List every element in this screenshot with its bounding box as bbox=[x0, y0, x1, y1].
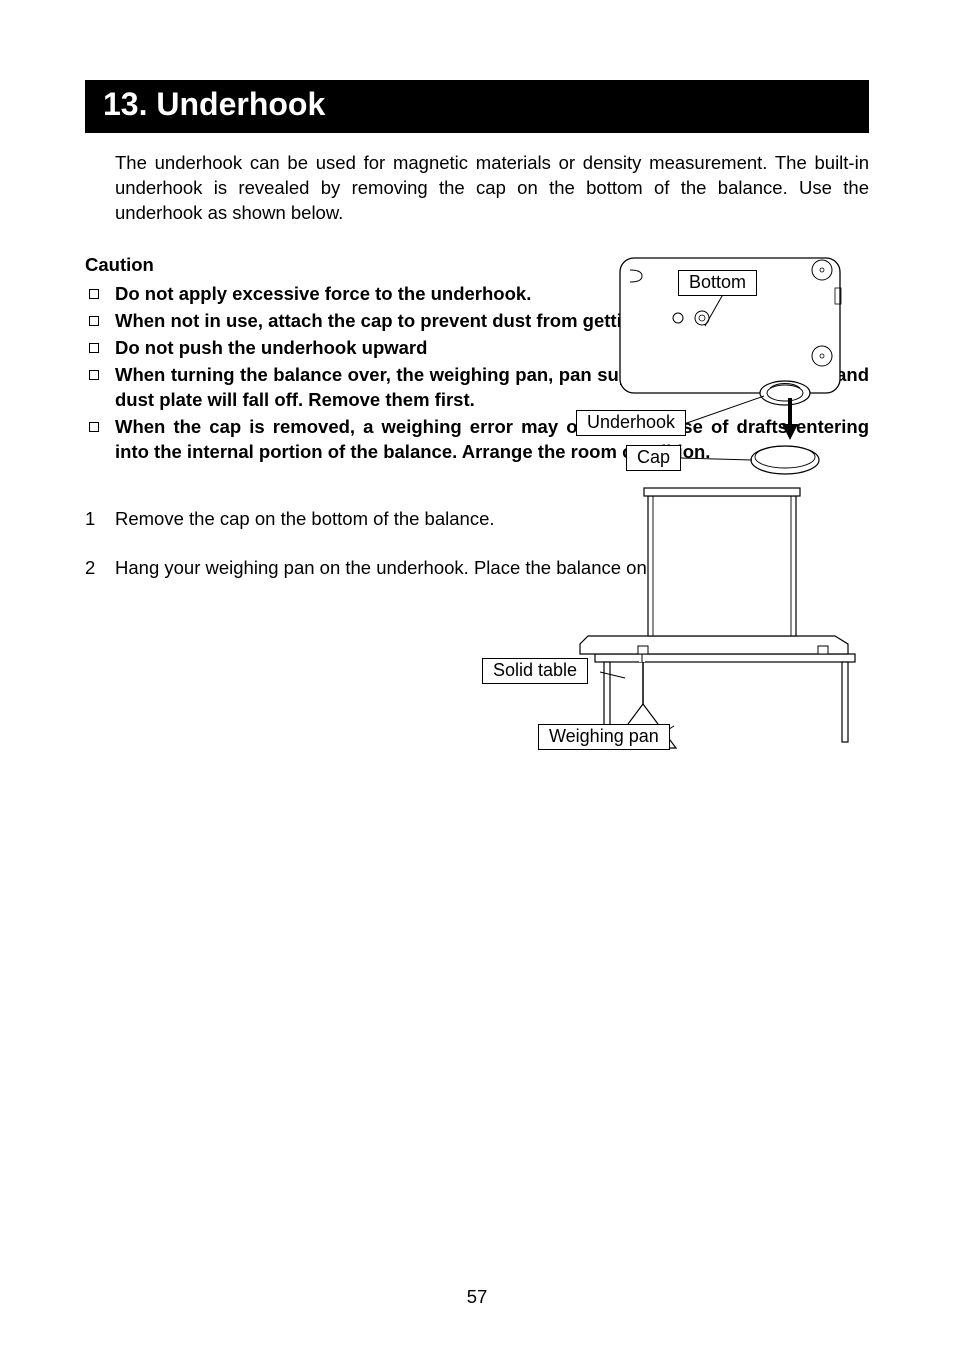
label-underhook: Underhook bbox=[576, 410, 686, 436]
section-title: 13. Underhook bbox=[103, 86, 325, 122]
label-weighing-pan: Weighing pan bbox=[538, 724, 670, 750]
label-bottom: Bottom bbox=[678, 270, 757, 296]
intro-paragraph: The underhook can be used for magnetic m… bbox=[85, 151, 869, 226]
bullet-icon bbox=[89, 316, 99, 326]
underhook-diagram: Bottom Underhook Cap Solid table Weighin… bbox=[470, 248, 870, 768]
label-cap: Cap bbox=[626, 445, 681, 471]
step-number: 2 bbox=[85, 556, 115, 581]
page-number: 57 bbox=[0, 1286, 954, 1308]
bullet-icon bbox=[89, 422, 99, 432]
bullet-icon bbox=[89, 343, 99, 353]
bullet-icon bbox=[89, 370, 99, 380]
section-header: 13. Underhook bbox=[85, 80, 869, 133]
label-solid-table: Solid table bbox=[482, 658, 588, 684]
step-number: 1 bbox=[85, 507, 115, 532]
bullet-icon bbox=[89, 289, 99, 299]
diagram-svg bbox=[470, 248, 870, 768]
